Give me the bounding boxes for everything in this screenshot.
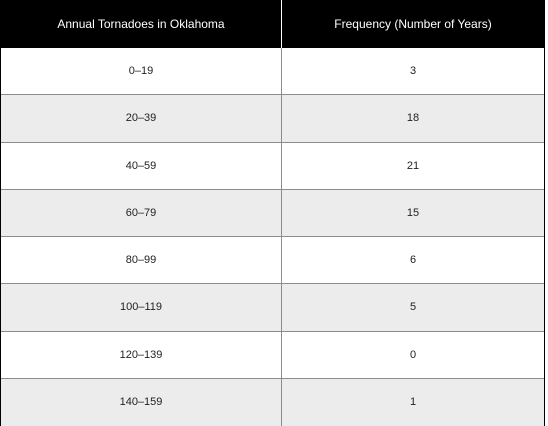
table-body: 0–19 3 20–39 18 40–59 21 60–79 15 80–99 6 100–119 5… bbox=[1, 48, 544, 426]
tornado-range-cell: 140–159 bbox=[1, 378, 282, 426]
tornado-range-cell: 80–99 bbox=[1, 237, 282, 284]
table-row: 60–79 15 bbox=[1, 189, 544, 237]
table-row: 40–59 21 bbox=[1, 142, 544, 190]
frequency-cell: 6 bbox=[409, 254, 417, 267]
table-row: 140–159 1 bbox=[1, 378, 544, 426]
frequency-cell: 0 bbox=[409, 348, 417, 361]
tornado-range-cell: 60–79 bbox=[1, 189, 282, 236]
tornado-range-cell: 40–59 bbox=[1, 142, 282, 189]
frequency-cell: 18 bbox=[406, 112, 420, 125]
table-row: 20–39 18 bbox=[1, 95, 544, 143]
table-row: 120–139 0 bbox=[1, 331, 544, 379]
table-row: 100–119 5 bbox=[1, 284, 544, 332]
table-header: Annual Tornadoes in Oklahoma Frequency (… bbox=[1, 0, 544, 48]
tornado-range-cell: 0–19 bbox=[1, 48, 282, 95]
frequency-cell: 1 bbox=[409, 396, 417, 409]
frequency-cell: 5 bbox=[409, 301, 417, 314]
frequency-cell: 3 bbox=[409, 65, 417, 78]
column-header-tornadoes: Annual Tornadoes in Oklahoma bbox=[1, 0, 282, 48]
table-row: 80–99 6 bbox=[1, 237, 544, 285]
table-row: 0–19 3 bbox=[1, 48, 544, 96]
frequency-cell: 21 bbox=[406, 159, 420, 172]
tornado-range-cell: 100–119 bbox=[1, 284, 282, 331]
tornado-range-cell: 120–139 bbox=[1, 331, 282, 378]
tornado-range-cell: 20–39 bbox=[1, 95, 282, 142]
column-header-frequency: Frequency (Number of Years) bbox=[334, 17, 492, 31]
frequency-cell: 15 bbox=[406, 206, 420, 219]
